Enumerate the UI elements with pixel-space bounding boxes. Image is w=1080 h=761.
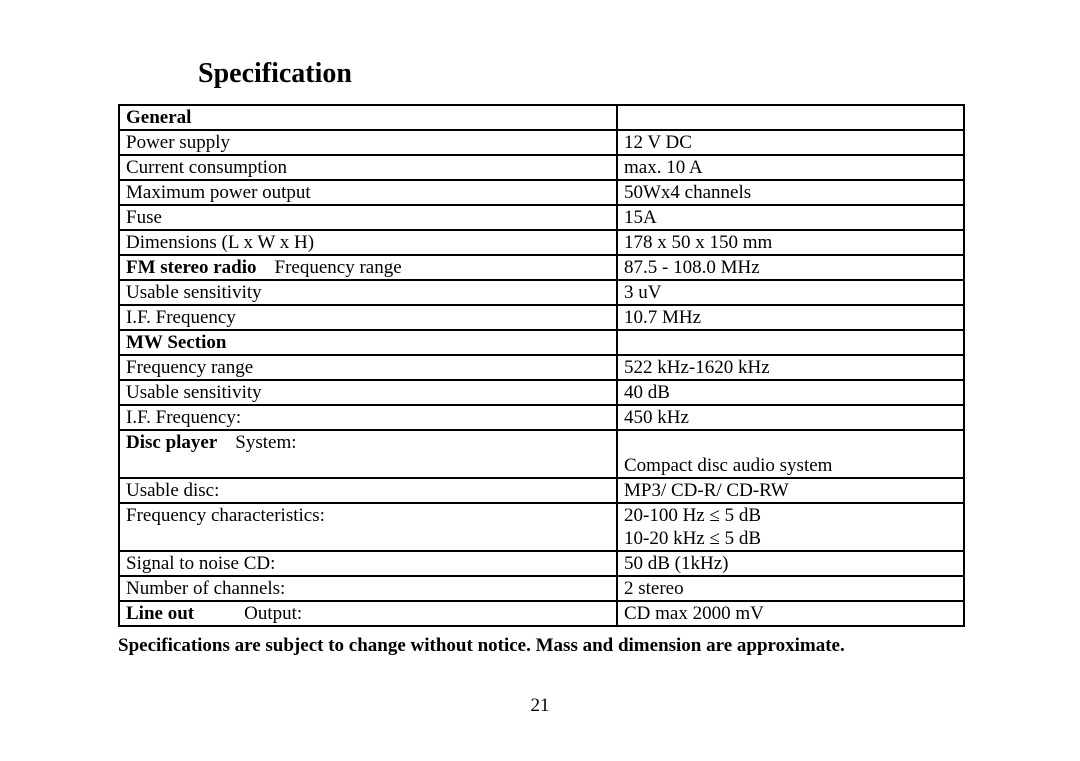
spec-label: Dimensions (L x W x H) [126, 231, 314, 254]
spec-label: I.F. Frequency [126, 306, 236, 329]
spec-label-cell: Maximum power output [119, 180, 617, 205]
spec-value-cell: 522 kHz-1620 kHz [617, 355, 964, 380]
table-row: Signal to noise CD: 50 dB (1kHz) [119, 551, 964, 576]
spec-label-cell: Frequency range [119, 355, 617, 380]
spec-label: Frequency range [126, 356, 253, 379]
spec-label: Number of channels: [126, 577, 285, 600]
spec-value-cell: 178 x 50 x 150 mm [617, 230, 964, 255]
spec-label-cell: MW Section [119, 330, 617, 355]
spec-value-cell [617, 330, 964, 355]
spec-label-cell: General [119, 105, 617, 130]
spec-section-heading: MW Section [126, 331, 226, 354]
table-row: Fuse 15A [119, 205, 964, 230]
spec-label-cell: FM stereo radio Frequency range [119, 255, 617, 280]
table-row: I.F. Frequency: 450 kHz [119, 405, 964, 430]
page-title: Specification [198, 58, 964, 90]
spec-label: Signal to noise CD: [126, 552, 275, 575]
spec-label: Usable sensitivity [126, 281, 262, 304]
table-row: Usable disc: MP3/ CD-R/ CD-RW [119, 478, 964, 503]
table-row: Frequency range 522 kHz-1620 kHz [119, 355, 964, 380]
table-row: Maximum power output 50Wx4 channels [119, 180, 964, 205]
footnote-text: Specifications are subject to change wit… [118, 635, 964, 657]
table-row: Usable sensitivity 40 dB [119, 380, 964, 405]
spec-label-cell: Fuse [119, 205, 617, 230]
table-row: Disc player System: Compact disc audio sys… [119, 430, 964, 478]
table-row: MW Section [119, 330, 964, 355]
spec-value-cell: 2 stereo [617, 576, 964, 601]
page-number: 21 [0, 695, 1080, 717]
table-row: Line out Output: CD max 2000 mV [119, 601, 964, 626]
table-row: Frequency characteristics: 20-100 Hz ≤ 5 … [119, 503, 964, 551]
spec-label-cell: Current consumption [119, 155, 617, 180]
spec-label-cell: Usable disc: [119, 478, 617, 503]
spec-label: Power supply [126, 131, 230, 154]
table-row: Number of channels: 2 stereo [119, 576, 964, 601]
table-row: FM stereo radio Frequency range 87.5 - 108… [119, 255, 964, 280]
table-row: I.F. Frequency 10.7 MHz [119, 305, 964, 330]
table-row: Power supply 12 V DC [119, 130, 964, 155]
spec-label: Usable disc: [126, 479, 219, 502]
spec-label: I.F. Frequency: [126, 406, 241, 429]
spec-label: Usable sensitivity [126, 381, 262, 404]
spec-value-cell: CD max 2000 mV [617, 601, 964, 626]
spec-value-cell: 3 uV [617, 280, 964, 305]
table-row: Current consumption max. 10 A [119, 155, 964, 180]
table-row: Usable sensitivity 3 uV [119, 280, 964, 305]
spec-label-cell: Disc player System: [119, 430, 617, 478]
spec-value-cell: 20-100 Hz ≤ 5 dB10-20 kHz ≤ 5 dB [617, 503, 964, 551]
spec-value-cell [617, 105, 964, 130]
spec-label: Fuse [126, 206, 162, 229]
spec-section-heading: Line out [126, 602, 194, 625]
spec-value-cell: Compact disc audio system [617, 430, 964, 478]
spec-label: Current consumption [126, 156, 287, 179]
spec-label-cell: Signal to noise CD: [119, 551, 617, 576]
spec-section-heading: Disc player [126, 431, 217, 454]
spec-label-cell: I.F. Frequency [119, 305, 617, 330]
spec-label-cell: Usable sensitivity [119, 380, 617, 405]
spec-value-cell: 50 dB (1kHz) [617, 551, 964, 576]
spec-label: Frequency range [275, 256, 402, 279]
spec-label-cell: Number of channels: [119, 576, 617, 601]
spec-label-cell: Line out Output: [119, 601, 617, 626]
spec-value-cell: 40 dB [617, 380, 964, 405]
spec-value-cell: 12 V DC [617, 130, 964, 155]
spec-label-cell: Usable sensitivity [119, 280, 617, 305]
spec-label-cell: Dimensions (L x W x H) [119, 230, 617, 255]
spec-value-cell: MP3/ CD-R/ CD-RW [617, 478, 964, 503]
spec-value-cell: 450 kHz [617, 405, 964, 430]
spec-label-cell: Power supply [119, 130, 617, 155]
spec-label: Output: [244, 602, 302, 625]
spec-value-cell: 87.5 - 108.0 MHz [617, 255, 964, 280]
spec-label-cell: Frequency characteristics: [119, 503, 617, 551]
spec-value-cell: 50Wx4 channels [617, 180, 964, 205]
spec-label: Maximum power output [126, 181, 311, 204]
spec-label-cell: I.F. Frequency: [119, 405, 617, 430]
spec-section-heading: FM stereo radio [126, 256, 257, 279]
table-row: Dimensions (L x W x H) 178 x 50 x 150 mm [119, 230, 964, 255]
spec-value-cell: max. 10 A [617, 155, 964, 180]
specification-table: GeneralPower supply12 V DCCurrent consum… [118, 104, 965, 627]
spec-value-cell: 15A [617, 205, 964, 230]
table-row: General [119, 105, 964, 130]
spec-section-heading: General [126, 106, 191, 129]
spec-label: System: [235, 431, 296, 454]
spec-label: Frequency characteristics: [126, 504, 325, 527]
spec-value-cell: 10.7 MHz [617, 305, 964, 330]
